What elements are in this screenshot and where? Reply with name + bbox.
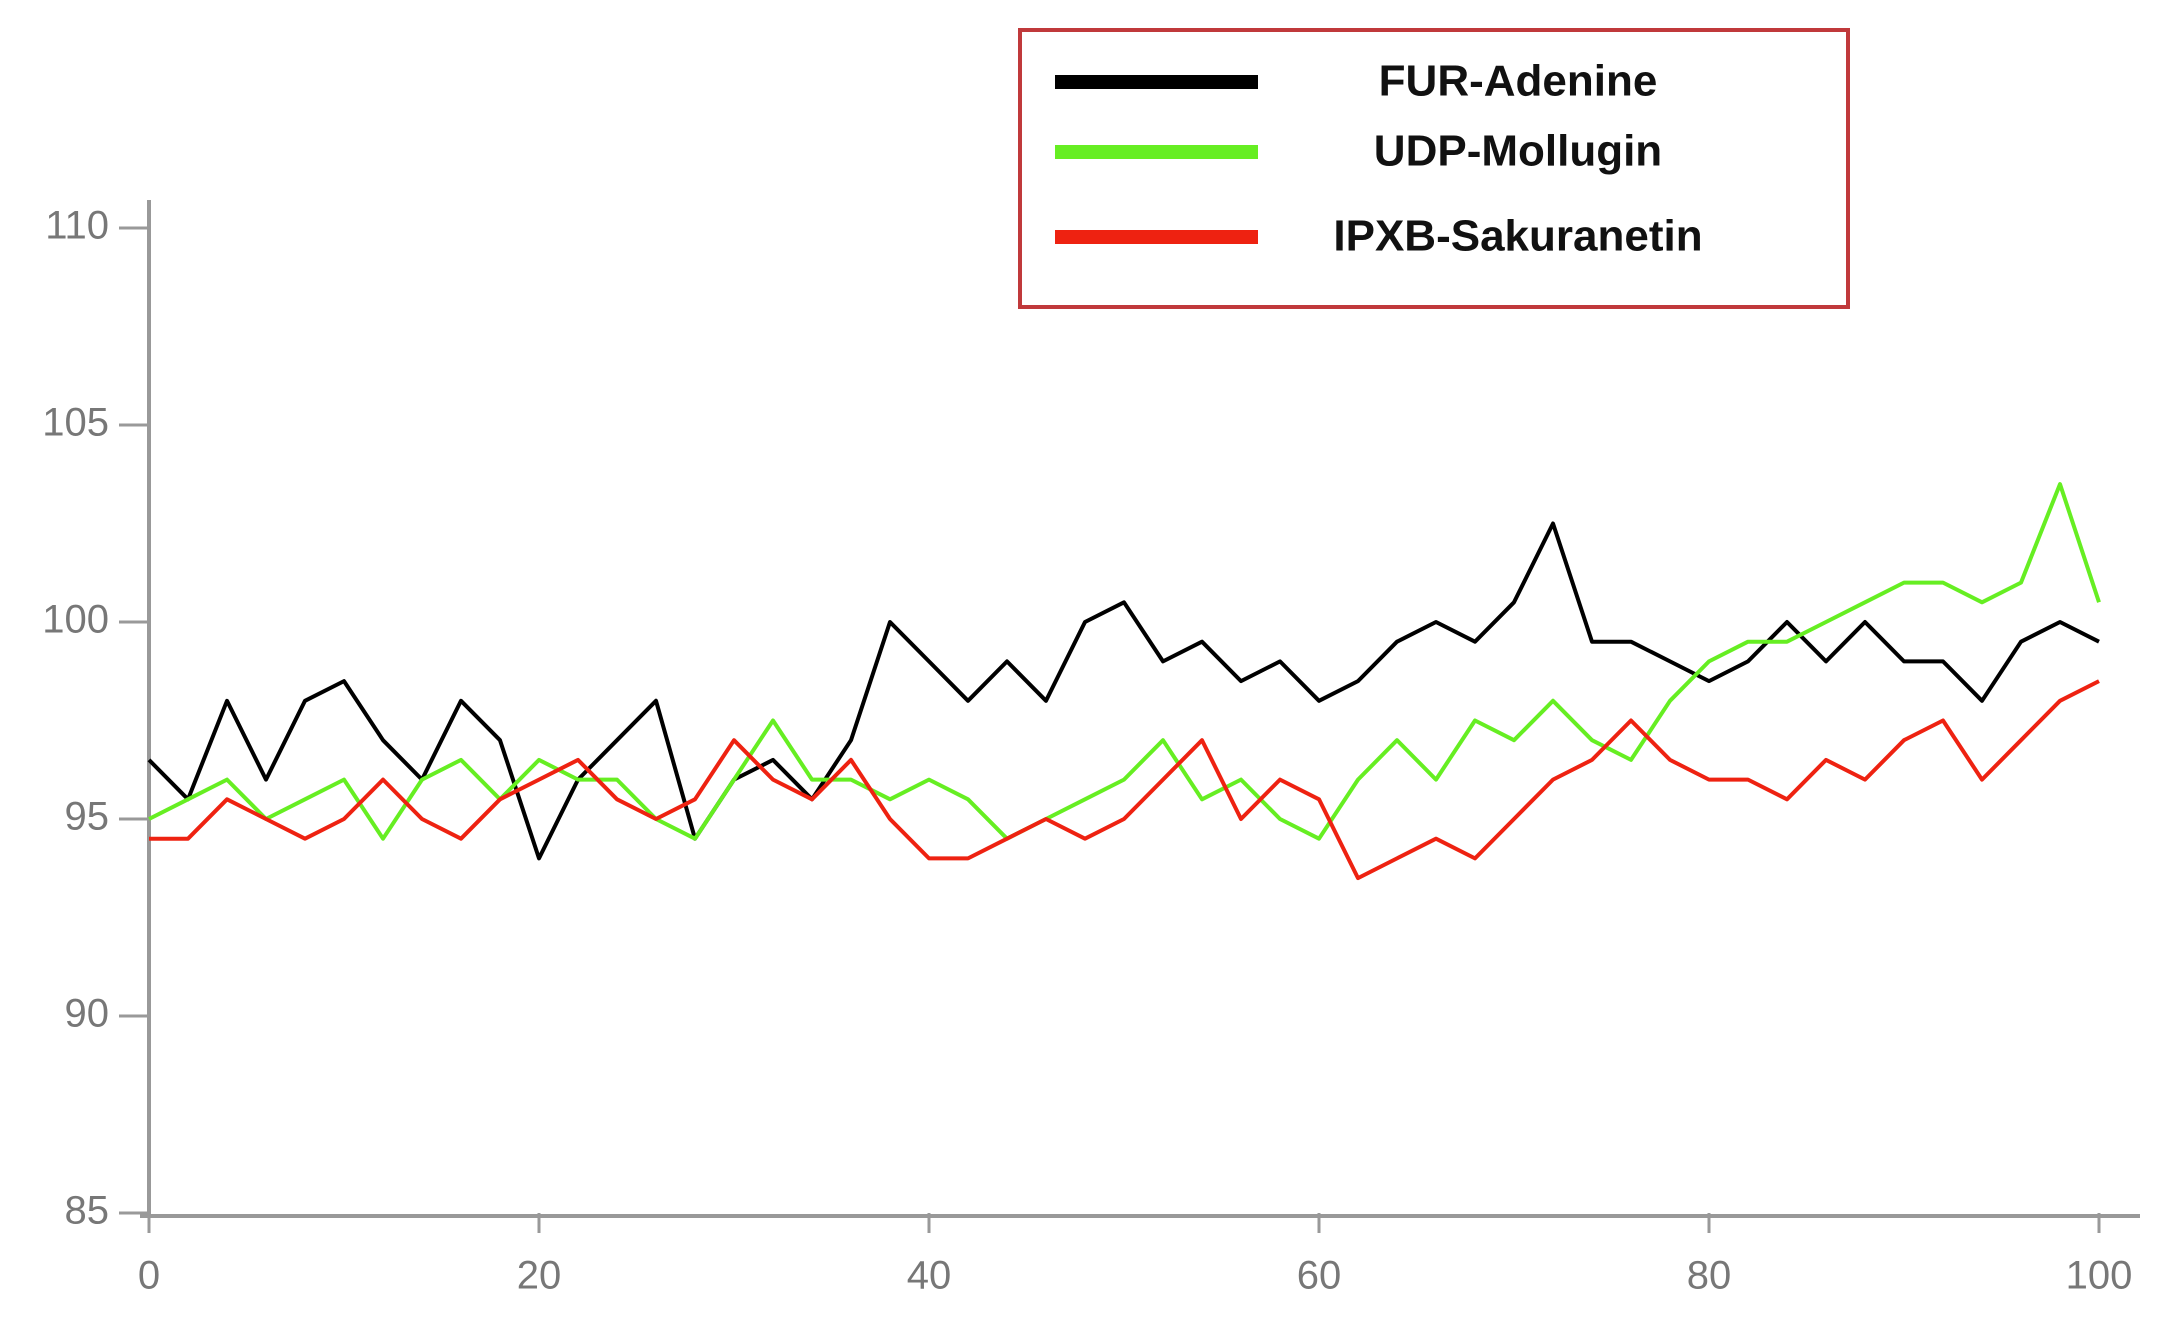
y-tick-label: 90 (65, 992, 110, 1036)
x-tick-label: 20 (517, 1254, 562, 1298)
y-tick-label: 85 (65, 1189, 110, 1233)
legend-label: IPXB-Sakuranetin (1333, 212, 1702, 261)
series-line (148, 482, 2101, 841)
x-tick-label: 0 (138, 1254, 160, 1298)
x-tick-label: 40 (907, 1254, 952, 1298)
y-tick-label: 110 (45, 204, 109, 248)
y-tick-label: 100 (42, 598, 109, 642)
y-tick-label: 105 (42, 401, 109, 445)
legend-label: FUR-Adenine (1379, 57, 1658, 106)
legend-label: UDP-Mollugin (1374, 127, 1662, 176)
series-line (147, 521, 2100, 861)
x-tick-label: 100 (2066, 1254, 2133, 1298)
y-tick-label: 95 (65, 795, 110, 839)
x-tick-label: 60 (1297, 1254, 1342, 1298)
x-tick-label: 80 (1687, 1254, 1732, 1298)
series-line (149, 679, 2100, 881)
